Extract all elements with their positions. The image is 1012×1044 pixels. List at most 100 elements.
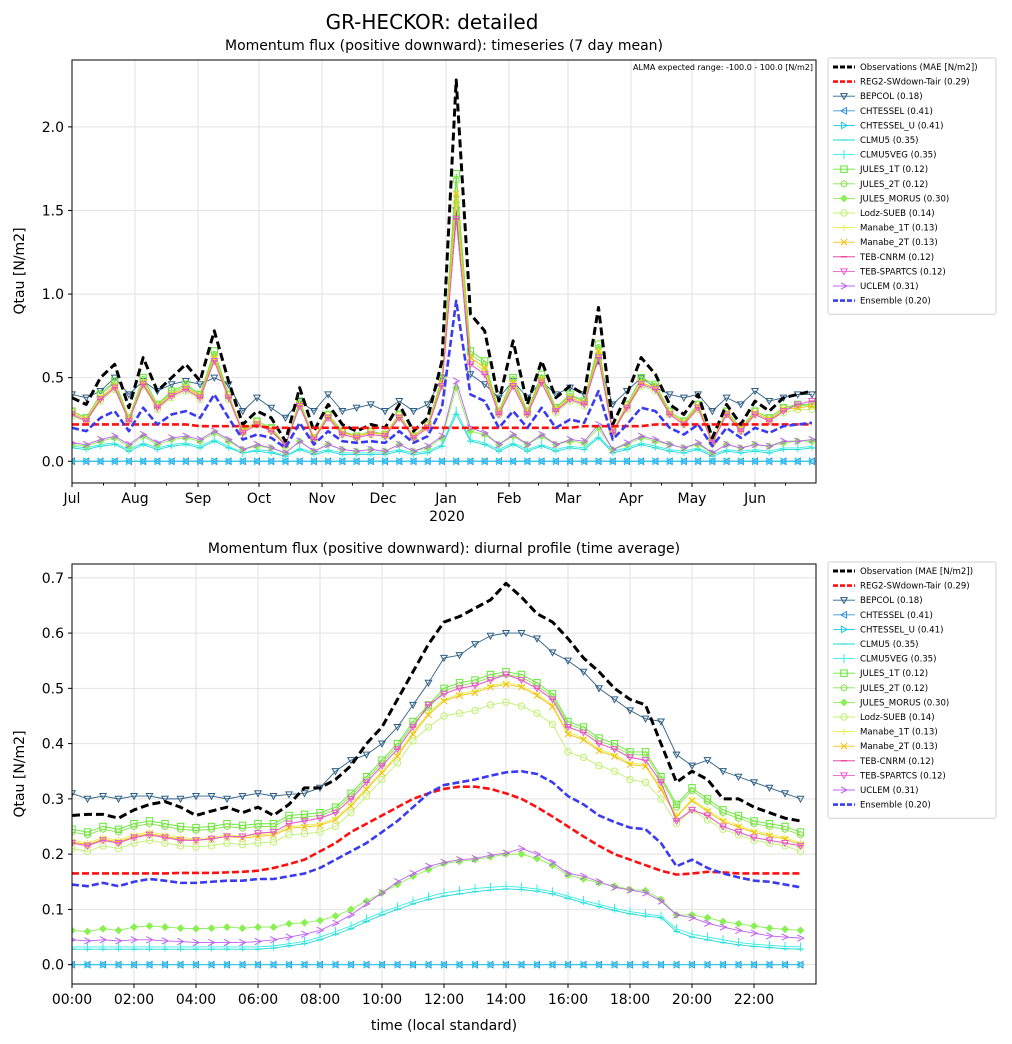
timeseries-y-tick-label: 0.0 <box>42 454 64 470</box>
timeseries-series-teb-spartcs-0-12-line <box>72 218 813 445</box>
timeseries-legend-entry-clmu5veg-0-35-label: CLMU5VEG (0.35) <box>860 151 937 161</box>
diurnal-series-manabe-2t-0-13-point <box>781 835 789 843</box>
timeseries-series-bepcol-0-18-point <box>480 381 489 389</box>
diurnal-series-chtessel-u-0-41-point <box>332 960 340 969</box>
diurnal-series-teb-spartcs-0-12-point <box>393 746 402 754</box>
timeseries-series-teb-spartcs-0-12-point <box>509 382 518 391</box>
diurnal-series-bepcol-0-18-point <box>641 715 650 723</box>
diurnal-series-teb-spartcs-0-12-point <box>160 834 170 842</box>
timeseries-legend-entry-chtessel-u-0-41: CHTESSEL_U (0.41) <box>833 121 943 131</box>
timeseries-series-uclem-0-31-line <box>72 380 812 454</box>
diurnal-series-bepcol-0-18-point <box>548 649 557 657</box>
diurnal-series-chtessel-u-0-41-point <box>177 960 185 969</box>
diurnal-series-bepcol-0-18-point <box>563 657 573 665</box>
diurnal-y-tick-label: 0.3 <box>42 792 64 808</box>
timeseries-legend-entry-manabe-1t-0-13-label: Manabe_1T (0.13) <box>860 224 938 234</box>
timeseries-x-tick-label: Aug <box>121 491 148 507</box>
diurnal-y-tick-label: 0.5 <box>42 681 64 697</box>
diurnal-series-chtessel-u-0-41-point <box>115 960 123 969</box>
diurnal-series-jules-2t-0-12-point <box>735 814 742 822</box>
diurnal-series-uclem-0-31-point <box>270 936 278 944</box>
timeseries-series-uclem-0-31-point <box>680 444 689 452</box>
diurnal-series-bepcol-0-18-point <box>424 679 433 688</box>
diurnal-series-lodz-sueb-0-14-point <box>502 698 510 706</box>
diurnal-series-lodz-sueb-0-14-point <box>533 709 541 717</box>
diurnal-title: Momentum flux (positive downward): diurn… <box>208 541 680 557</box>
diurnal-series-lodz-sueb-0-14-point <box>703 816 712 824</box>
timeseries-series-chtessel-u-0-41-point <box>723 457 731 466</box>
diurnal-series-uclem-0-31-point <box>502 849 511 857</box>
timeseries-legend-entry-teb-spartcs-0-12-marker <box>839 268 849 276</box>
timeseries-series-chtessel-u-0-41-point <box>396 457 404 466</box>
timeseries-legend-entry-chtessel-0-41: CHTESSEL (0.41) <box>833 106 933 117</box>
diurnal-x-tick-label: 18:00 <box>610 992 650 1008</box>
diurnal-legend-entry-jules-2t-0-12-marker <box>840 684 848 692</box>
diurnal-series-bepcol-0-18-point <box>238 793 247 801</box>
diurnal-series-bepcol-0-18-line <box>72 632 801 800</box>
diurnal-series-jules-2t-0-12-point <box>146 819 153 828</box>
timeseries-series-bepcol-0-18-point <box>665 391 674 399</box>
diurnal-x-tick-label: 20:00 <box>672 992 712 1008</box>
diurnal-series-bepcol-0-18-point <box>610 696 619 704</box>
timeseries-legend-entry-chtessel-u-0-41-label: CHTESSEL_U (0.41) <box>860 121 943 131</box>
timeseries-legend-entry-jules-1t-0-12-label: JULES_1T (0.12) <box>859 165 928 175</box>
timeseries-series-teb-spartcs-0-12-point <box>210 357 219 366</box>
figure-title: GR-HECKOR: detailed <box>326 10 539 34</box>
diurnal-series-manabe-2t-0-13-point <box>331 816 340 824</box>
timeseries-series-chtessel-u-0-41-point <box>325 457 333 466</box>
timeseries-series-chtessel-u-0-41-point <box>510 457 518 466</box>
diurnal-legend-entry-teb-cnrm-0-12: TEB-CNRM (0.12) <box>833 757 934 767</box>
diurnal-series-lodz-sueb-0-14-point <box>238 841 247 849</box>
diurnal-series-manabe-2t-0-13-point <box>626 761 634 769</box>
diurnal-series-uclem-0-31-point <box>750 929 759 937</box>
diurnal-series-jules-morus-0-30-point <box>161 923 169 931</box>
diurnal-series-jules-1t-0-12 <box>72 668 805 836</box>
diurnal-series-jules-morus-0-30-point <box>316 916 324 925</box>
diurnal-series-chtessel-u-0-41 <box>72 960 805 969</box>
diurnal-series-teb-spartcs-0-12-point <box>672 817 681 826</box>
diurnal-series-jules-2t-0-12 <box>72 670 804 839</box>
diurnal-series-uclem-0-31-point <box>580 872 588 880</box>
diurnal-series-manabe-2t-0-13-point <box>486 683 495 691</box>
diurnal-series-manabe-2t-0-13-point <box>440 697 448 705</box>
diurnal-y-tick-label: 0.0 <box>42 958 64 974</box>
diurnal-series-chtessel-u-0-41-point <box>580 960 588 969</box>
timeseries-series-uclem-0-31-point <box>267 444 276 452</box>
timeseries-series-chtessel-u-0-41-point <box>538 457 546 466</box>
diurnal-series-bepcol-0-18-point <box>672 751 681 759</box>
timeseries-x-tick-label: Sep <box>185 491 212 507</box>
diurnal-series-jules-morus-0-30-point <box>145 922 154 930</box>
diurnal-legend-entry-manabe-2t-0-13-marker <box>840 742 848 750</box>
timeseries-series-uclem-0-31-point <box>666 440 674 449</box>
diurnal-legend-entry-uclem-0-31-label: UCLEM (0.31) <box>860 786 919 796</box>
diurnal-series-chtessel-u-0-41-point <box>99 960 108 969</box>
diurnal-series-clmu5veg-0-35-line <box>72 885 801 948</box>
diurnal-series-jules-morus-0-30-point <box>83 927 92 936</box>
diurnal-x-tick-label: 22:00 <box>734 992 774 1008</box>
timeseries-series-bepcol-0-18-point <box>366 401 375 409</box>
diurnal-series-chtessel-u-0-41-point <box>549 960 557 969</box>
timeseries-series-manabe-1t-0-13-point <box>72 409 76 416</box>
diurnal-series-uclem-0-31-point <box>533 850 542 858</box>
diurnal-series-bepcol-0-18-point <box>129 793 139 801</box>
diurnal-legend-entry-jules-1t-0-12: JULES_1T (0.12) <box>833 669 928 679</box>
timeseries-series-uclem-0-31-point <box>182 432 191 440</box>
timeseries-series-bepcol-0-18-point <box>409 408 418 416</box>
diurnal-series-teb-spartcs-0-12-point <box>532 685 542 693</box>
diurnal-series-jules-morus-0-30-point <box>750 922 758 930</box>
diurnal-series-bepcol-0-18-point <box>83 795 92 804</box>
diurnal-series-bepcol-0-18-point <box>98 793 108 801</box>
diurnal-legend-entry-ensemble-0-20-label: Ensemble (0.20) <box>860 801 931 811</box>
diurnal-series-teb-spartcs-0-12-point <box>455 685 464 693</box>
diurnal-x-tick-label: 10:00 <box>362 992 402 1008</box>
diurnal-series-chtessel-u-0-41-point <box>471 960 480 969</box>
timeseries-series-teb-spartcs-0-12-point <box>551 408 560 416</box>
diurnal-series-bepcol-0-18-point <box>579 668 588 676</box>
timeseries-series-teb-spartcs-0-12-point <box>480 371 489 379</box>
diurnal-legend-entry-chtessel-0-41-label: CHTESSEL (0.41) <box>860 611 933 621</box>
diurnal-legend-entry-manabe-2t-0-13: Manabe_2T (0.13) <box>833 742 938 752</box>
timeseries-series-uclem-0-31-point <box>523 440 532 449</box>
diurnal-legend-entry-lodz-sueb-0-14-label: Lodz-SUEB (0.14) <box>860 713 935 723</box>
timeseries-legend-entry-uclem-0-31-marker <box>840 282 849 290</box>
